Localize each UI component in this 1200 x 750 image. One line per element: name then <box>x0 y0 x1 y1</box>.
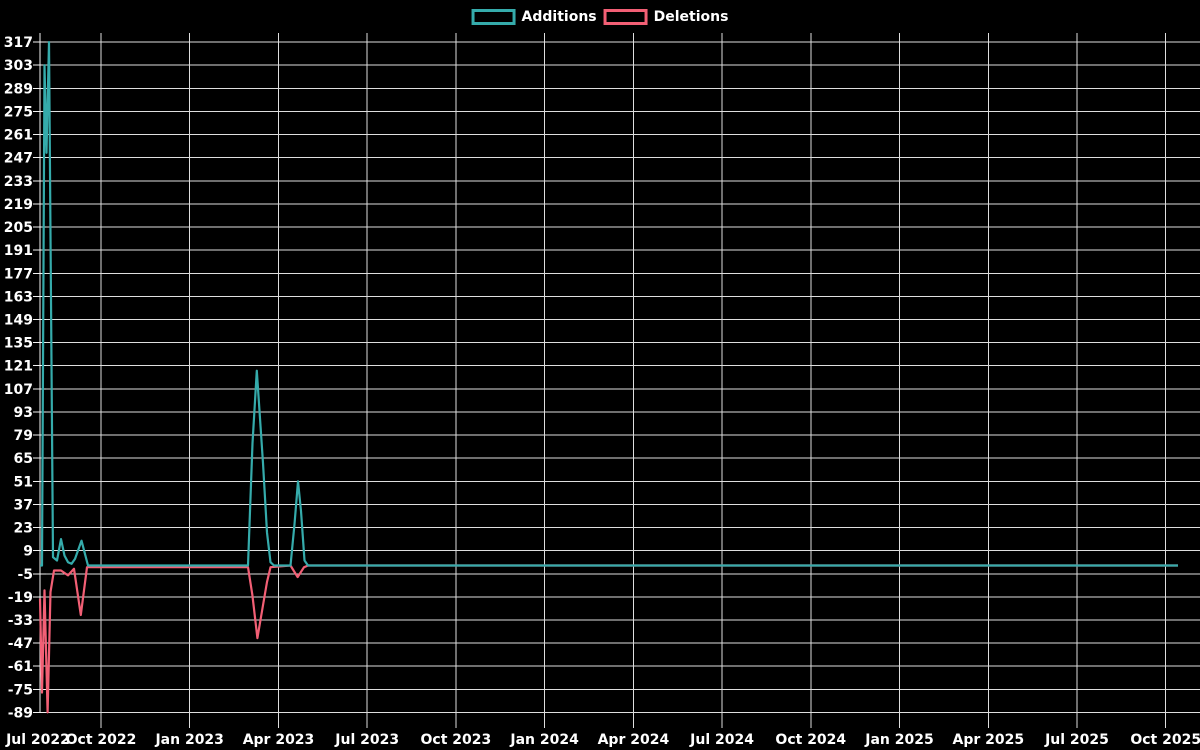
y-tick-label: 23 <box>14 521 33 537</box>
x-tick-label: Jul 2025 <box>1044 732 1109 748</box>
deletions-swatch-icon <box>603 9 648 25</box>
y-tick-label: 107 <box>4 382 33 398</box>
y-tick-label: 65 <box>14 451 33 467</box>
y-tick-label: -75 <box>8 682 33 698</box>
y-tick-label: 93 <box>14 405 33 421</box>
y-tick-label: 261 <box>4 128 33 144</box>
y-tick-label: 51 <box>14 474 33 490</box>
additions-line <box>40 40 1178 567</box>
legend-item-additions[interactable]: Additions <box>471 9 597 25</box>
legend-label-additions: Additions <box>521 9 597 25</box>
y-tick-label: 37 <box>14 497 33 513</box>
y-tick-label: 79 <box>14 428 33 444</box>
chart-legend: Additions Deletions <box>471 9 729 25</box>
y-tick-label: -19 <box>8 590 33 606</box>
y-tick-label: -47 <box>8 636 33 652</box>
y-tick-label: 191 <box>4 243 33 259</box>
x-tick-label: Jan 2025 <box>864 732 933 748</box>
y-tick-label: 135 <box>4 336 33 352</box>
y-tick-label: -89 <box>8 705 33 721</box>
legend-item-deletions[interactable]: Deletions <box>603 9 729 25</box>
x-tick-label: Apr 2023 <box>243 732 315 748</box>
x-tick-label: Jan 2023 <box>154 732 223 748</box>
y-tick-label: 247 <box>4 151 33 167</box>
x-tick-label: Oct 2022 <box>66 732 137 748</box>
y-tick-label: 275 <box>4 104 33 120</box>
x-tick-label: Jan 2024 <box>509 732 579 748</box>
y-tick-label: 317 <box>4 35 33 51</box>
y-tick-label: 177 <box>4 266 33 282</box>
x-tick-label: Oct 2025 <box>1130 732 1200 748</box>
y-tick-label: 289 <box>4 81 33 97</box>
y-tick-label: -5 <box>17 567 33 583</box>
y-tick-label: 219 <box>4 197 33 213</box>
y-tick-label: 205 <box>4 220 33 236</box>
y-tick-label: 121 <box>4 359 33 375</box>
y-tick-label: 303 <box>4 58 33 74</box>
y-tick-label: 163 <box>4 289 33 305</box>
x-tick-label: Jul 2023 <box>334 732 399 748</box>
x-tick-label: Apr 2024 <box>598 732 670 748</box>
x-tick-label: Jul 2022 <box>5 732 70 748</box>
x-tick-label: Jul 2024 <box>689 732 754 748</box>
y-tick-label: 149 <box>4 313 33 329</box>
x-tick-label: Oct 2023 <box>421 732 492 748</box>
deletions-line <box>38 564 1178 714</box>
additions-swatch-icon <box>471 9 516 25</box>
legend-label-deletions: Deletions <box>653 9 729 25</box>
y-tick-label: -61 <box>8 659 33 675</box>
y-tick-label: -33 <box>8 613 33 629</box>
y-tick-label: 9 <box>23 544 33 560</box>
x-tick-label: Apr 2025 <box>952 732 1024 748</box>
x-tick-label: Oct 2024 <box>775 732 846 748</box>
y-tick-label: 233 <box>4 174 33 190</box>
